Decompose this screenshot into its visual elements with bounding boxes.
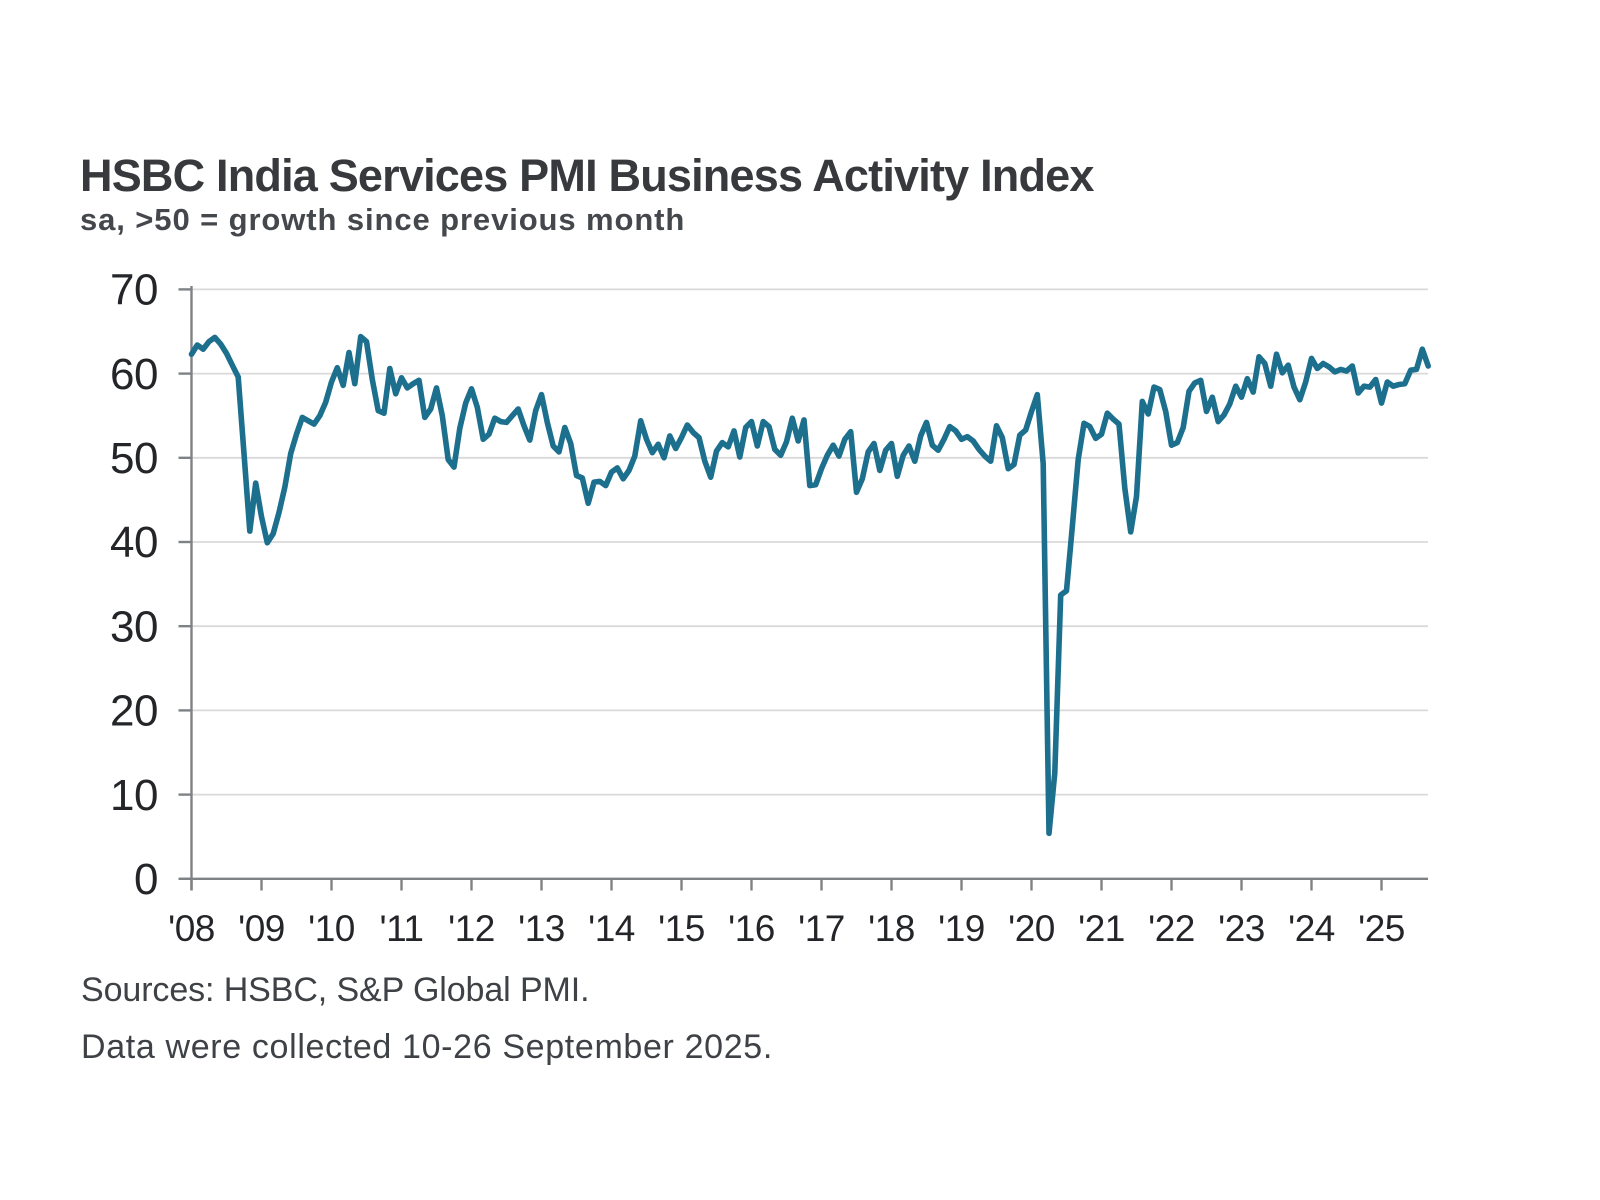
svg-text:'23: '23 [1218,908,1265,949]
svg-text:'18: '18 [868,908,915,949]
svg-text:0: 0 [134,855,158,904]
svg-text:'14: '14 [588,908,635,949]
svg-text:'22: '22 [1148,908,1195,949]
svg-text:'13: '13 [518,908,565,949]
svg-text:'21: '21 [1078,908,1125,949]
svg-text:'15: '15 [658,908,705,949]
svg-text:Sources: HSBC, S&P Global PMI.: Sources: HSBC, S&P Global PMI. [81,971,589,1009]
svg-text:'10: '10 [308,908,355,949]
svg-text:'19: '19 [938,908,985,949]
svg-text:'17: '17 [798,908,845,949]
svg-text:Data were collected 10-26 Sept: Data were collected 10-26 September 2025… [81,1028,773,1066]
svg-text:'24: '24 [1288,908,1335,949]
svg-text:70: 70 [110,266,158,315]
svg-text:'08: '08 [168,908,215,949]
svg-text:'11: '11 [380,908,424,949]
svg-text:60: 60 [110,350,158,399]
svg-text:20: 20 [110,687,158,736]
svg-text:50: 50 [110,434,158,483]
svg-text:sa, >50 = growth since previou: sa, >50 = growth since previous month [80,202,685,237]
svg-text:'09: '09 [238,908,285,949]
svg-text:10: 10 [110,771,158,820]
svg-text:HSBC India Services PMI Busine: HSBC India Services PMI Business Activit… [80,150,1094,201]
svg-text:30: 30 [110,602,158,651]
svg-text:'16: '16 [728,908,775,949]
svg-text:'12: '12 [448,908,495,949]
svg-text:'20: '20 [1008,908,1055,949]
svg-text:40: 40 [110,518,158,567]
svg-text:'25: '25 [1358,908,1405,949]
